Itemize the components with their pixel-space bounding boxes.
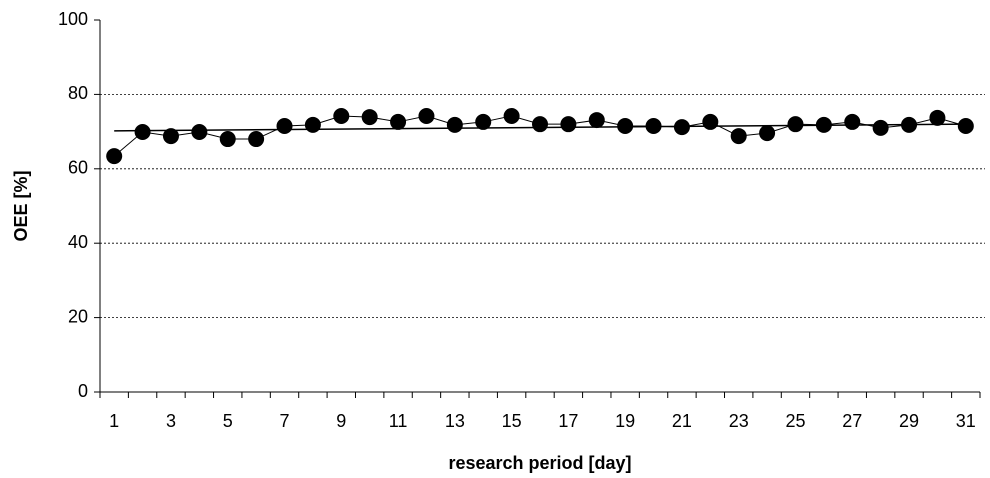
marker <box>418 107 435 124</box>
marker <box>162 128 179 145</box>
x-tick-label: 1 <box>109 411 119 431</box>
y-tick-label: 40 <box>68 232 88 252</box>
x-tick-label: 9 <box>336 411 346 431</box>
x-tick-label: 27 <box>842 411 862 431</box>
y-axis-title: OEE [%] <box>11 170 31 241</box>
marker <box>361 109 378 126</box>
x-tick-label: 29 <box>899 411 919 431</box>
marker <box>333 107 350 124</box>
x-tick-label: 11 <box>389 411 408 431</box>
marker <box>759 125 776 142</box>
x-tick-label: 13 <box>445 411 465 431</box>
y-tick-label: 20 <box>68 306 88 326</box>
marker <box>248 131 265 148</box>
marker <box>929 109 946 126</box>
y-tick-label: 60 <box>68 158 88 178</box>
marker <box>106 148 123 165</box>
x-tick-label: 19 <box>615 411 635 431</box>
marker <box>219 131 236 148</box>
x-tick-label: 25 <box>785 411 805 431</box>
marker <box>730 128 747 145</box>
marker <box>390 113 407 130</box>
x-tick-label: 17 <box>558 411 578 431</box>
marker <box>844 113 861 130</box>
marker <box>276 118 293 135</box>
marker <box>560 116 577 133</box>
marker <box>503 107 520 124</box>
marker <box>446 116 463 133</box>
y-tick-label: 80 <box>68 83 88 103</box>
x-axis-title: research period [day] <box>448 453 631 473</box>
marker <box>191 123 208 140</box>
marker <box>957 118 974 135</box>
marker <box>304 116 321 133</box>
marker <box>532 116 548 133</box>
x-tick-label: 15 <box>502 411 522 431</box>
x-tick-label: 5 <box>223 411 233 431</box>
y-tick-label: 100 <box>58 9 88 29</box>
y-tick-label: 0 <box>78 381 88 401</box>
marker <box>787 116 804 133</box>
x-tick-label: 3 <box>166 411 176 431</box>
marker <box>134 123 151 140</box>
marker <box>702 113 719 130</box>
marker <box>588 112 605 129</box>
marker <box>617 118 634 135</box>
x-tick-label: 31 <box>956 411 976 431</box>
marker <box>475 113 492 130</box>
x-tick-label: 21 <box>672 411 692 431</box>
x-tick-label: 7 <box>280 411 290 431</box>
trend-line <box>114 123 966 132</box>
marker <box>872 119 889 136</box>
x-tick-label: 23 <box>729 411 749 431</box>
